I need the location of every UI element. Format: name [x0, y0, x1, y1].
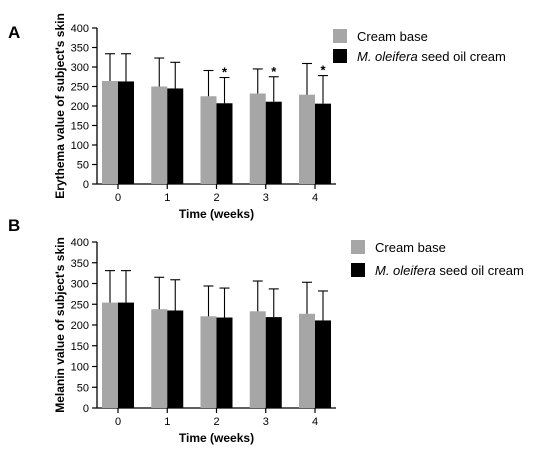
legend-label-text: seed oil cream [436, 263, 524, 278]
legend-label-species: M. oleifera [375, 263, 436, 278]
x-tick-label: 2 [213, 416, 219, 428]
y-tick-label: 200 [71, 320, 89, 332]
y-tick-label: 50 [77, 382, 89, 394]
bar [118, 302, 134, 408]
legend-swatch [333, 29, 347, 43]
y-tick-label: 300 [71, 62, 89, 74]
bar [118, 81, 134, 184]
x-tick-label: 3 [263, 192, 269, 204]
y-tick-label: 50 [77, 160, 89, 172]
y-tick-label: 100 [71, 140, 89, 152]
y-tick-label: 400 [71, 237, 89, 249]
bar [216, 317, 233, 408]
legend-label-species: M. oleifera [357, 49, 418, 64]
legend-swatch [351, 240, 365, 254]
significance-mark: * [320, 63, 326, 78]
chart-panel-a: 0 50 100 150 200 250 300 350 400 0 1 2 3 4 * * * Time (we… [53, 13, 506, 221]
y-tick-label: 400 [71, 23, 89, 35]
x-tick-label: 2 [213, 192, 219, 204]
legend-label: M. oleifera seed oil cream [357, 49, 506, 64]
x-axis-title: Time (weeks) [179, 207, 254, 221]
legend-label: Cream base [375, 240, 446, 255]
bar [299, 94, 315, 184]
y-tick-label: 150 [71, 121, 89, 133]
panel-label-a: A [8, 23, 20, 42]
significance-mark: * [222, 65, 228, 80]
x-axis-title: Time (weeks) [179, 431, 254, 445]
y-tick-label: 0 [83, 403, 89, 415]
legend-label-text: seed oil cream [418, 49, 506, 64]
bar [167, 88, 184, 184]
legend-swatch [333, 49, 347, 63]
bar [151, 309, 168, 408]
legend-label-text: Cream base [357, 29, 428, 44]
y-tick-label: 0 [83, 179, 89, 191]
bar [167, 310, 184, 408]
legend-label: M. oleifera seed oil cream [375, 263, 524, 278]
bar [200, 96, 217, 184]
bar [249, 311, 266, 408]
legend-label-text: Cream base [375, 240, 446, 255]
x-tick-label: 4 [312, 192, 318, 204]
y-tick-label: 100 [71, 362, 89, 374]
x-tick-label: 1 [164, 416, 170, 428]
bar [200, 316, 217, 408]
y-axis-title: Melanin value of subject's skin [53, 237, 67, 413]
bar [299, 313, 315, 408]
y-tick-label: 150 [71, 341, 89, 353]
chart-panel-b: 0 50 100 150 200 250 300 350 400 0 1 2 3 4 Time (weeks… [53, 237, 524, 445]
x-tick-label: 3 [263, 416, 269, 428]
bar [216, 103, 233, 184]
y-tick-label: 250 [71, 299, 89, 311]
x-tick-label: 4 [312, 416, 318, 428]
panel-label-b: B [8, 216, 20, 235]
y-tick-label: 300 [71, 279, 89, 291]
bar [315, 320, 331, 408]
legend-label: Cream base [357, 29, 428, 44]
y-tick-label: 200 [71, 101, 89, 113]
y-tick-label: 350 [71, 258, 89, 270]
bar [151, 86, 168, 184]
y-tick-label: 250 [71, 82, 89, 94]
significance-mark: * [271, 64, 277, 79]
bar [265, 101, 282, 184]
y-tick-label: 350 [71, 43, 89, 55]
x-tick-label: 0 [115, 416, 121, 428]
bar [315, 103, 331, 184]
bar [249, 93, 266, 184]
y-axis-title: Erythema value of subject's skin [53, 13, 67, 199]
x-tick-label: 1 [164, 192, 170, 204]
x-tick-label: 0 [115, 192, 121, 204]
bar [265, 317, 282, 408]
bar [102, 81, 118, 184]
legend-swatch [351, 263, 365, 277]
bar [102, 302, 118, 408]
